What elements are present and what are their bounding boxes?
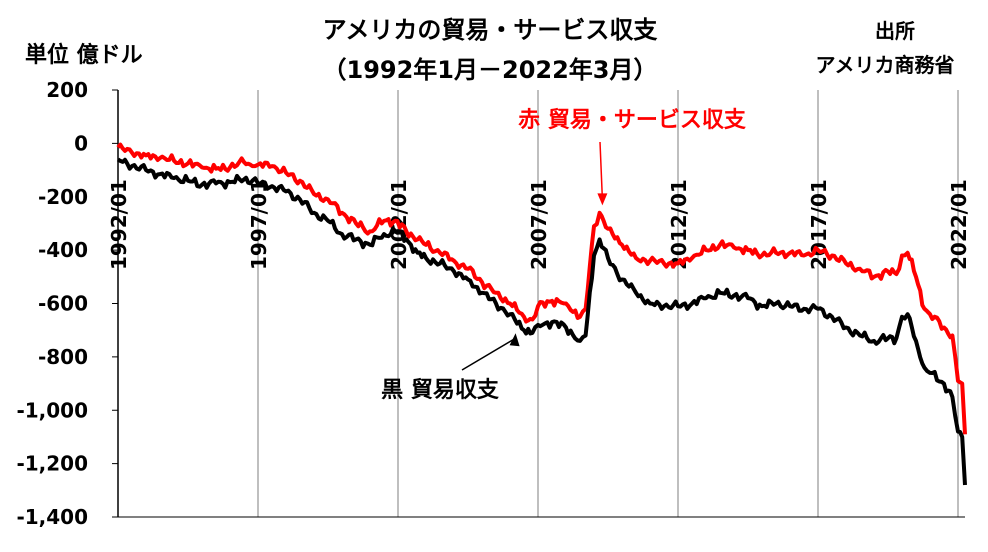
y-tick-labels: 200 0 -200 -400 -600 -800 -1,000 -1,200 -1,400 bbox=[16, 78, 118, 529]
y-tick-label: -400 bbox=[38, 238, 88, 262]
annotation-trade-services-balance: 赤 貿易・サービス収支 bbox=[518, 108, 747, 133]
x-tick-label: 2012/01 bbox=[667, 179, 691, 270]
x-tick-label: 1992/01 bbox=[107, 179, 131, 270]
x-tick-label: 2022/01 bbox=[947, 179, 971, 270]
source-heading: 出所 bbox=[875, 19, 915, 43]
y-tick-label: -1,400 bbox=[16, 505, 88, 529]
y-axis-unit-label: 単位 億ドル bbox=[25, 42, 143, 68]
arrow-trade-services-balance bbox=[599, 141, 604, 200]
y-tick-label: -600 bbox=[38, 292, 88, 316]
chart-title: アメリカの貿易・サービス収支 bbox=[323, 16, 659, 44]
arrow-head bbox=[509, 333, 520, 347]
series-line-trade-balance bbox=[116, 157, 967, 486]
x-tick-label: 2007/01 bbox=[527, 179, 551, 270]
annotation-trade-balance: 黒 貿易収支 bbox=[381, 378, 500, 403]
y-tick-label: -800 bbox=[38, 345, 88, 369]
y-tick-label: 200 bbox=[46, 78, 88, 102]
x-tick-label: 1997/01 bbox=[247, 179, 271, 270]
y-tick-label: -200 bbox=[38, 185, 88, 209]
arrow-trade-balance bbox=[461, 337, 516, 371]
y-tick-label: 0 bbox=[74, 131, 88, 155]
series-lines bbox=[116, 142, 967, 486]
chart-subtitle: （1992年1月－2022年3月） bbox=[323, 56, 658, 84]
y-tick-label: -1,000 bbox=[16, 398, 88, 422]
arrow-head bbox=[597, 193, 608, 206]
series-line-trade-services-balance bbox=[116, 142, 967, 435]
source-name: アメリカ商務省 bbox=[816, 53, 955, 77]
y-tick-label: -1,200 bbox=[16, 452, 88, 476]
